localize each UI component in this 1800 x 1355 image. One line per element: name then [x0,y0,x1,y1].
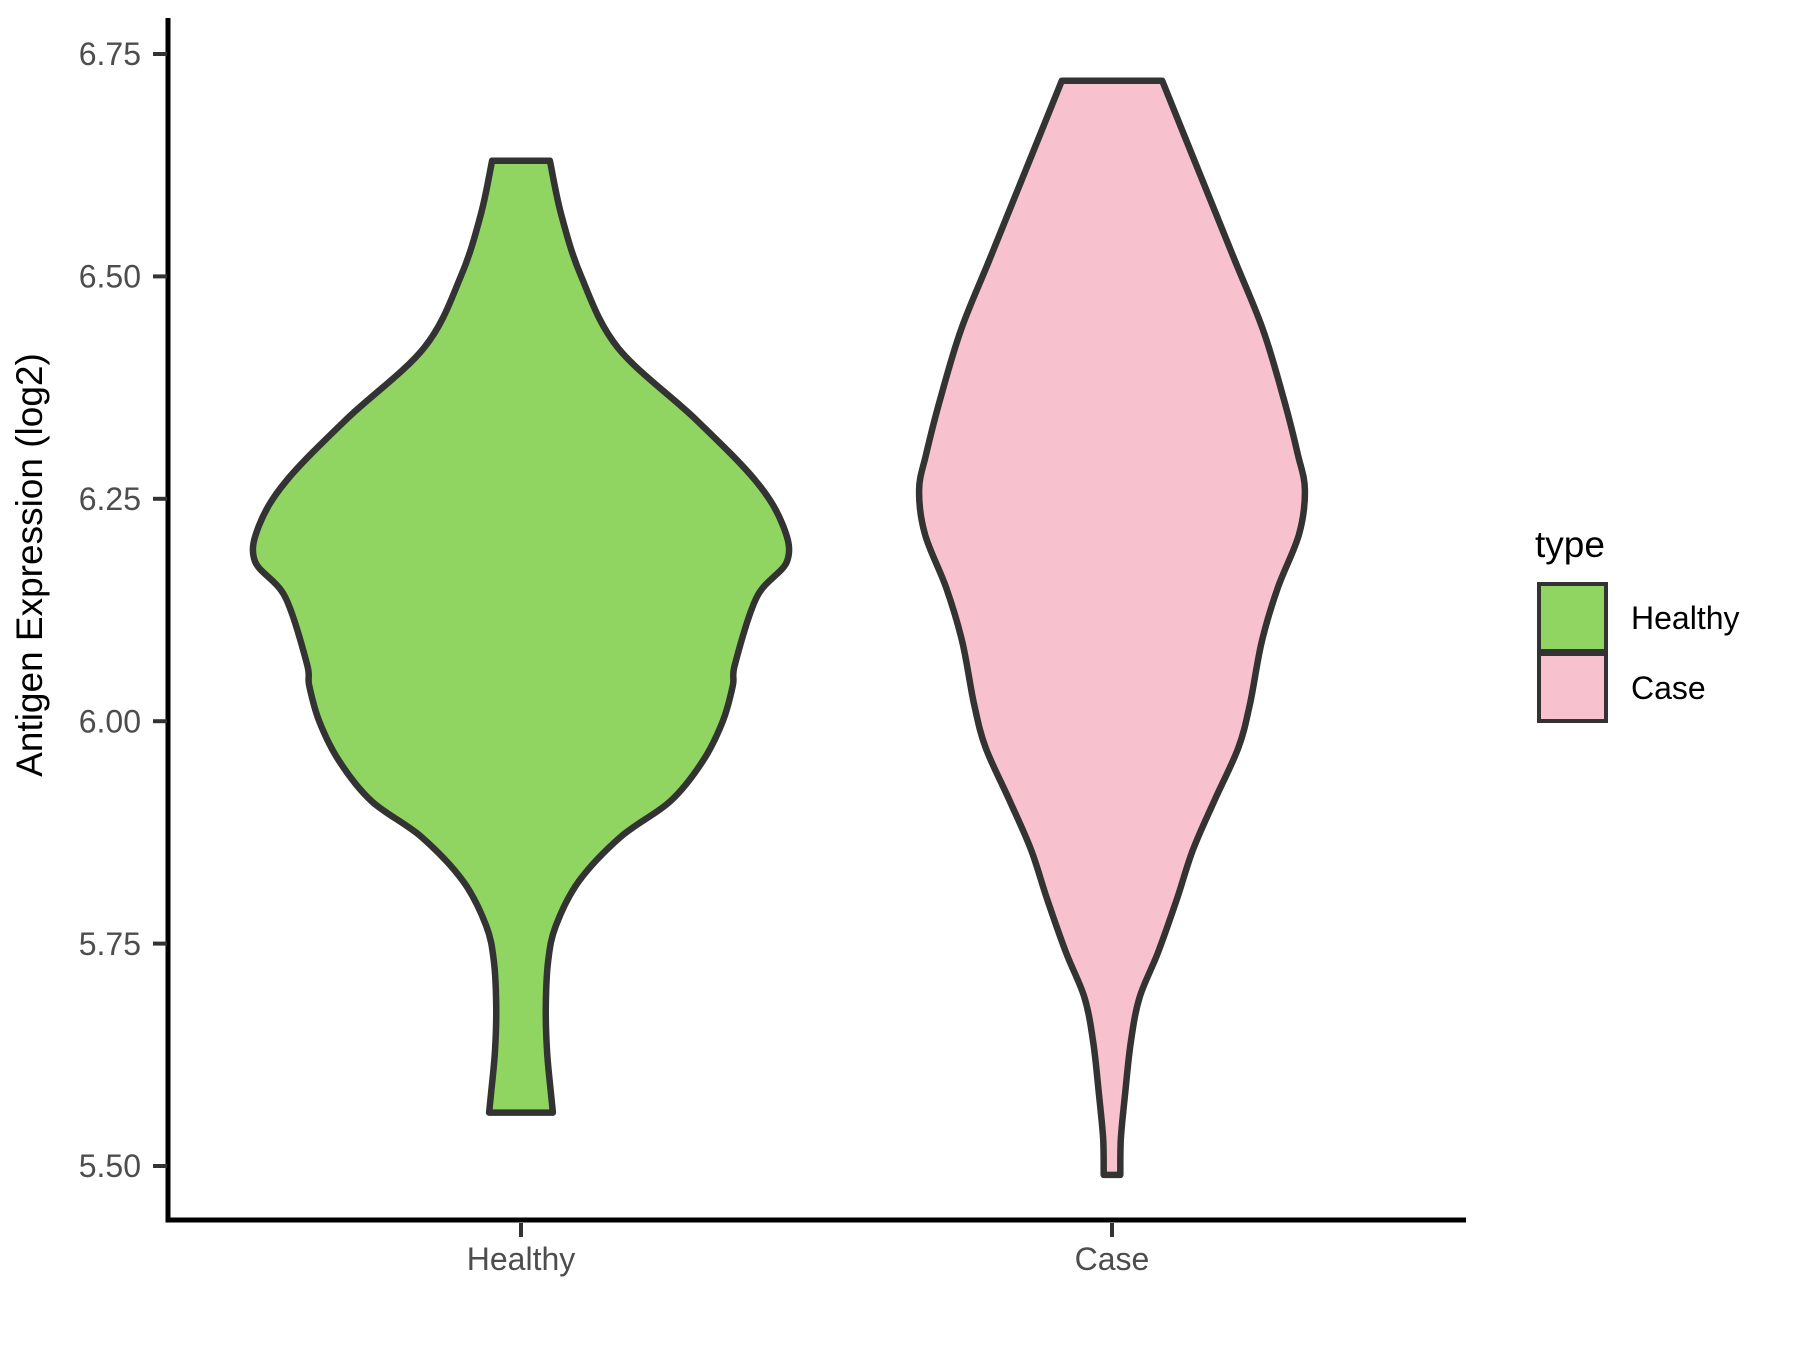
legend-title: type [1535,524,1605,565]
y-tick-label: 6.75 [79,36,141,72]
y-axis-title: Antigen Expression (log2) [9,353,50,777]
violin-case [915,77,1309,1179]
x-axis: Healthy Case [165,1217,1466,1277]
legend-key-healthy [1537,582,1608,653]
legend: type Healthy Case [1535,524,1740,723]
violin-shapes [249,77,1309,1179]
x-tick-label-case: Case [1075,1241,1150,1277]
legend-key-case [1537,652,1608,723]
y-tick-label: 6.50 [79,259,141,295]
legend-label-case: Case [1631,670,1706,706]
y-axis: 6.75 6.50 6.25 6.00 5.75 5.50 Antigen Ex… [9,18,171,1223]
y-tick-label: 5.75 [79,926,141,962]
y-tick-label: 5.50 [79,1148,141,1184]
x-tick-label-healthy: Healthy [467,1241,576,1277]
y-tick-label: 6.25 [79,481,141,517]
violin-healthy [249,157,793,1116]
y-tick-label: 6.00 [79,703,141,739]
legend-label-healthy: Healthy [1631,600,1740,636]
